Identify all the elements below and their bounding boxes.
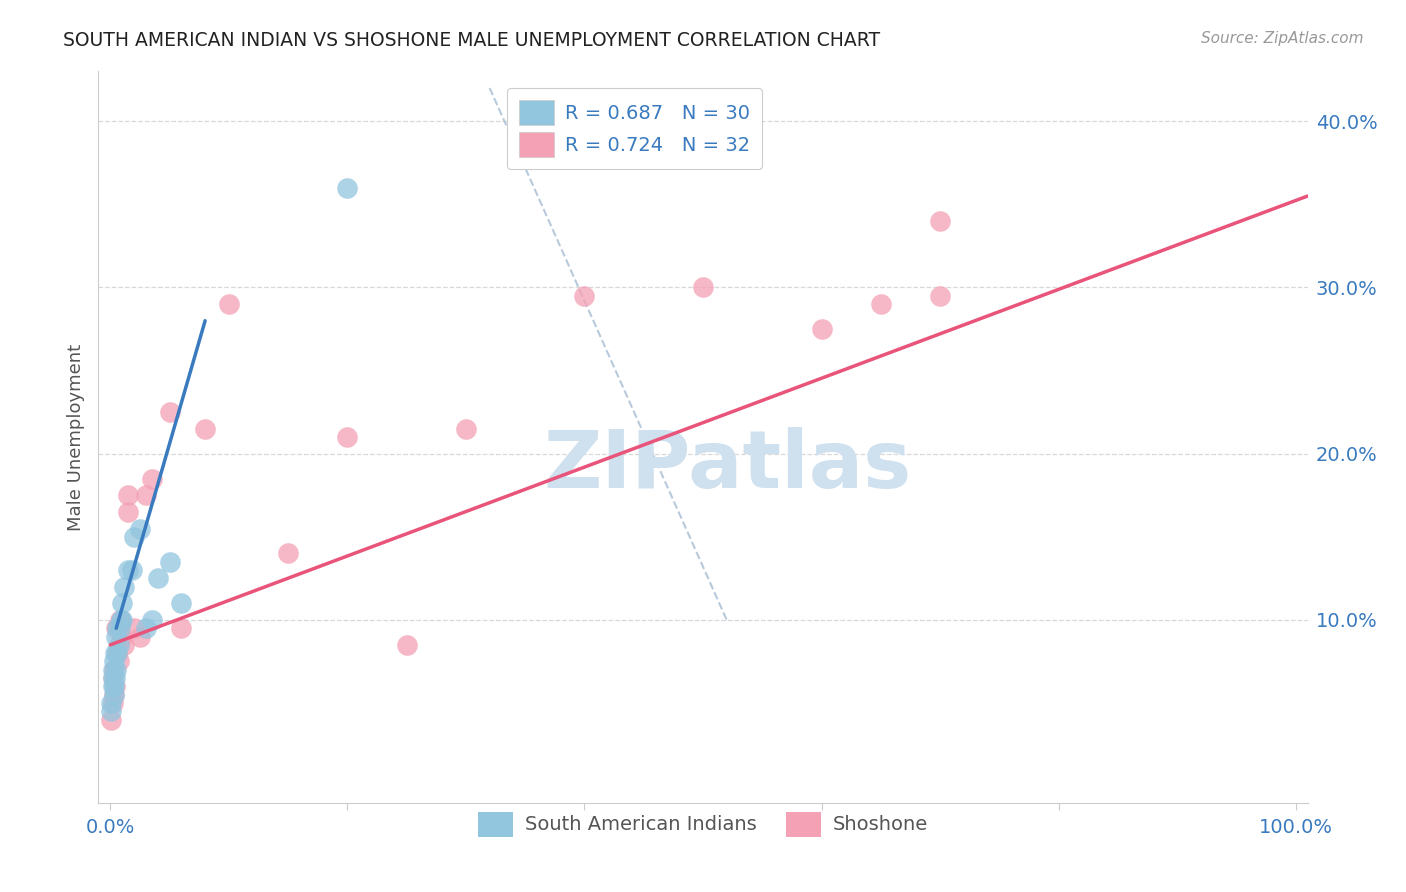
Point	[105, 646, 128, 660]
Point	[105, 646, 128, 660]
Point	[336, 180, 359, 194]
Point	[103, 680, 125, 694]
Point	[141, 613, 163, 627]
Point	[108, 621, 131, 635]
Point	[122, 621, 145, 635]
Point	[170, 596, 193, 610]
Point	[159, 405, 181, 419]
Point	[101, 680, 124, 694]
Point	[105, 621, 128, 635]
Point	[692, 280, 714, 294]
Point	[159, 555, 181, 569]
Point	[111, 630, 134, 644]
Point	[105, 663, 128, 677]
Point	[454, 422, 477, 436]
Legend: South American Indians, Shoshone: South American Indians, Shoshone	[471, 804, 935, 845]
Text: ZIPatlas: ZIPatlas	[543, 427, 911, 506]
Point	[107, 638, 129, 652]
Point	[146, 571, 169, 585]
Point	[108, 613, 131, 627]
Point	[869, 297, 891, 311]
Point	[135, 621, 157, 635]
Point	[103, 655, 125, 669]
Point	[117, 563, 139, 577]
Point	[574, 289, 596, 303]
Point	[117, 505, 139, 519]
Point	[122, 530, 145, 544]
Point	[103, 688, 125, 702]
Point	[810, 322, 832, 336]
Point	[929, 214, 952, 228]
Point	[135, 488, 157, 502]
Text: SOUTH AMERICAN INDIAN VS SHOSHONE MALE UNEMPLOYMENT CORRELATION CHART: SOUTH AMERICAN INDIAN VS SHOSHONE MALE U…	[63, 31, 880, 50]
Point	[107, 655, 129, 669]
Point	[105, 630, 128, 644]
Point	[110, 613, 132, 627]
Point	[104, 671, 127, 685]
Point	[111, 613, 134, 627]
Point	[129, 630, 152, 644]
Point	[129, 521, 152, 535]
Point	[218, 297, 240, 311]
Point	[101, 671, 124, 685]
Point	[336, 430, 359, 444]
Point	[105, 621, 128, 635]
Point	[104, 646, 127, 660]
Y-axis label: Male Unemployment: Male Unemployment	[66, 343, 84, 531]
Point	[100, 705, 122, 719]
Point	[141, 472, 163, 486]
Point	[114, 638, 136, 652]
Text: Source: ZipAtlas.com: Source: ZipAtlas.com	[1201, 31, 1364, 46]
Point	[104, 680, 127, 694]
Point	[121, 563, 143, 577]
Point	[114, 580, 136, 594]
Point	[111, 596, 134, 610]
Point	[170, 621, 193, 635]
Point	[277, 546, 299, 560]
Point	[101, 663, 124, 677]
Point	[117, 488, 139, 502]
Point	[100, 696, 122, 710]
Point	[395, 638, 418, 652]
Point	[101, 696, 124, 710]
Point	[103, 688, 125, 702]
Point	[101, 671, 124, 685]
Point	[194, 422, 217, 436]
Point	[929, 289, 952, 303]
Point	[100, 713, 122, 727]
Point	[103, 663, 125, 677]
